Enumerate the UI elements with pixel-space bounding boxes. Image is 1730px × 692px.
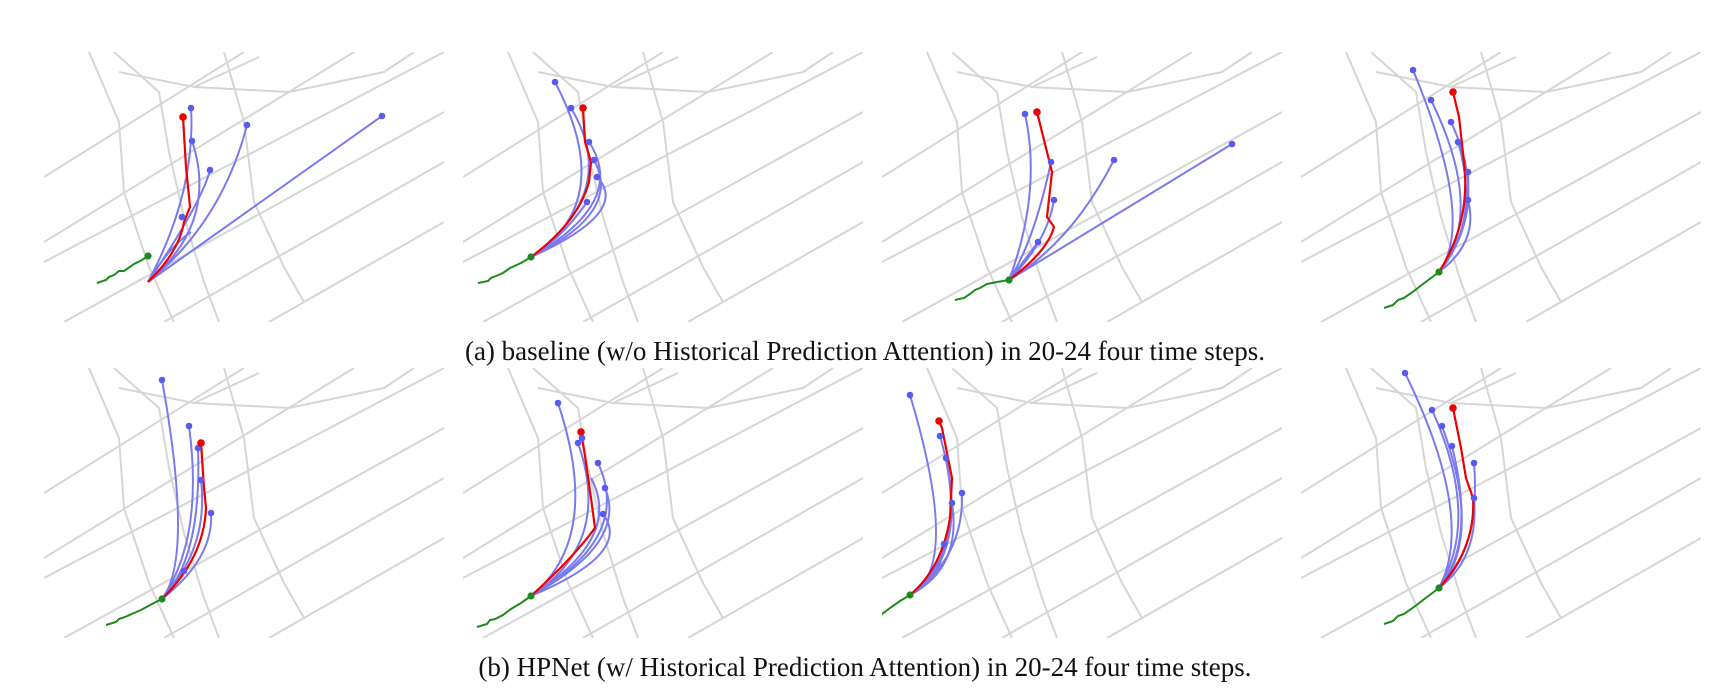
ground-truth-path [909,420,954,596]
prediction-endpoints [906,391,966,548]
ground-truth-path [530,107,593,258]
caption-hpnet: (b) HPNet (w/ Historical Prediction Atte… [478,652,1252,682]
history-path [954,279,1010,301]
prediction-endpoints [554,399,609,518]
map-lanes [1301,52,1701,322]
ground-truth-endpoint [179,113,187,121]
history-path [1383,271,1440,309]
map-lanes [1301,368,1701,638]
current-position-marker [527,592,535,600]
map-lanes [44,368,444,638]
map-lanes [463,52,863,322]
history-path [477,256,532,284]
predictions [909,394,964,596]
current-position-marker [1435,584,1443,592]
current-position-marker [527,253,535,261]
predictions [1404,372,1476,589]
baseline-step-4-panel [1301,52,1701,322]
ground-truth-path [1438,91,1467,273]
caption-baseline: (a) baseline (w/o Historical Prediction … [464,336,1266,366]
prediction-endpoints [1401,369,1478,502]
baseline-step-2-panel [463,52,863,322]
baseline-step-1-panel [44,52,444,322]
trajectory-plot [463,368,863,638]
baseline-step-3-panel [882,52,1282,322]
trajectory-plot [1301,52,1701,322]
ground-truth-path [161,442,208,600]
prediction-endpoints [1409,66,1472,204]
map-lanes [44,52,444,322]
trajectory-plot [44,52,444,322]
map-lanes [463,368,863,638]
trajectory-plot [1301,368,1701,638]
current-position-marker [1435,268,1443,276]
history-path [1383,587,1440,625]
hpnet-step-1-panel [44,368,444,638]
current-position-marker [144,252,152,260]
hpnet-step-4-panel [1301,368,1701,638]
prediction-endpoints [158,376,215,575]
trajectory-plot [44,368,444,638]
ground-truth-path [530,431,597,597]
ground-truth-endpoint [1033,108,1041,116]
history-path [96,255,149,284]
prediction-endpoints [551,78,601,206]
ground-truth-path [147,116,192,283]
hpnet-step-2-panel [463,368,863,638]
predictions [1412,69,1472,273]
map-lanes [882,52,1282,322]
predictions [147,107,383,283]
current-position-marker [1005,276,1013,284]
ground-truth-endpoint [1449,88,1457,96]
trajectory-plot [882,52,1282,322]
current-position-marker [158,595,166,603]
ground-truth-endpoint [577,428,585,436]
trajectory-plot [463,52,863,322]
map-lanes [882,368,1282,638]
history-path [476,595,532,628]
ground-truth-endpoint [935,417,943,425]
ground-truth-endpoint [1449,404,1457,412]
ground-truth-endpoint [579,104,587,112]
current-position-marker [906,591,914,599]
history-path [882,594,911,616]
ground-truth-endpoint [197,439,205,447]
prediction-endpoints [1021,110,1236,246]
ground-truth-path [1438,407,1475,589]
predictions [530,402,611,597]
ground-truth-path [1008,111,1056,281]
hpnet-step-3-panel [882,368,1282,638]
history-path [105,598,163,626]
prediction-endpoints [178,104,386,221]
trajectory-plot [882,368,1282,638]
